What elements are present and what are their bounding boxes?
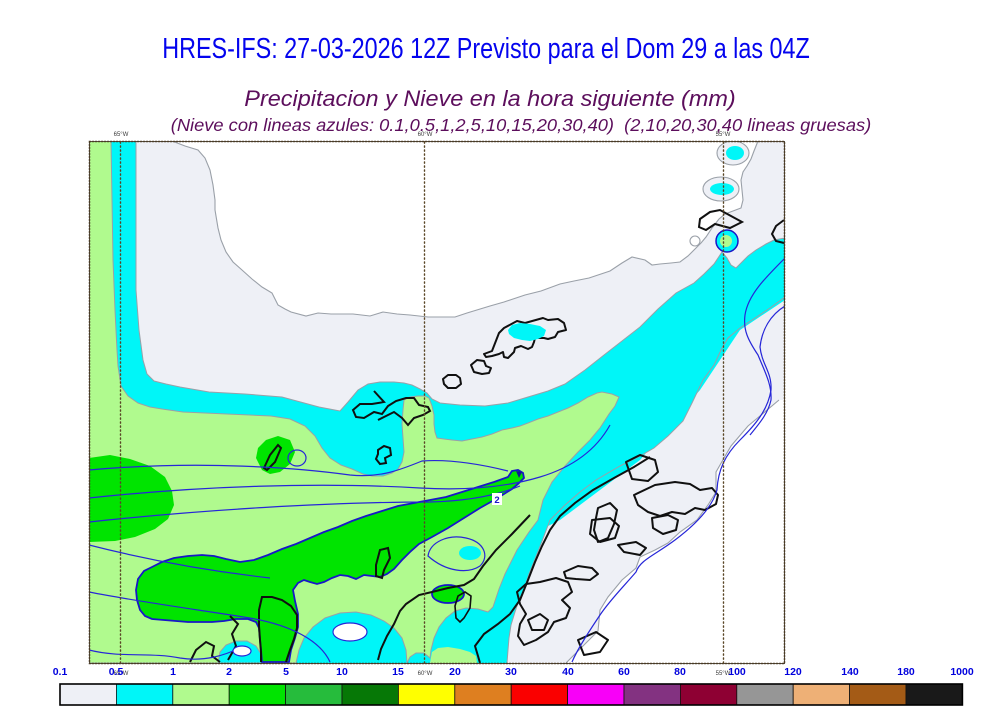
svg-text:80: 80 (674, 666, 686, 678)
svg-text:2: 2 (494, 495, 499, 506)
svg-text:55°W: 55°W (716, 671, 731, 677)
svg-text:60°W: 60°W (418, 132, 433, 138)
svg-text:60: 60 (618, 666, 630, 678)
svg-text:65°W: 65°W (114, 132, 129, 138)
svg-text:100: 100 (728, 666, 746, 678)
svg-text:55°W: 55°W (716, 132, 731, 138)
svg-text:30: 30 (505, 666, 517, 678)
svg-text:20: 20 (449, 666, 461, 678)
svg-text:40: 40 (562, 666, 574, 678)
svg-text:140: 140 (841, 666, 859, 678)
svg-text:180: 180 (897, 666, 915, 678)
svg-text:10: 10 (336, 666, 348, 678)
svg-text:0.5: 0.5 (109, 666, 124, 678)
svg-text:65°W: 65°W (114, 671, 129, 677)
svg-text:2: 2 (226, 666, 232, 678)
svg-text:1000: 1000 (950, 666, 974, 678)
svg-text:0.1: 0.1 (53, 666, 68, 678)
svg-text:15: 15 (392, 666, 404, 678)
svg-text:1: 1 (170, 666, 176, 678)
svg-text:60°W: 60°W (418, 671, 433, 677)
svg-text:5: 5 (283, 666, 289, 678)
svg-text:120: 120 (784, 666, 802, 678)
